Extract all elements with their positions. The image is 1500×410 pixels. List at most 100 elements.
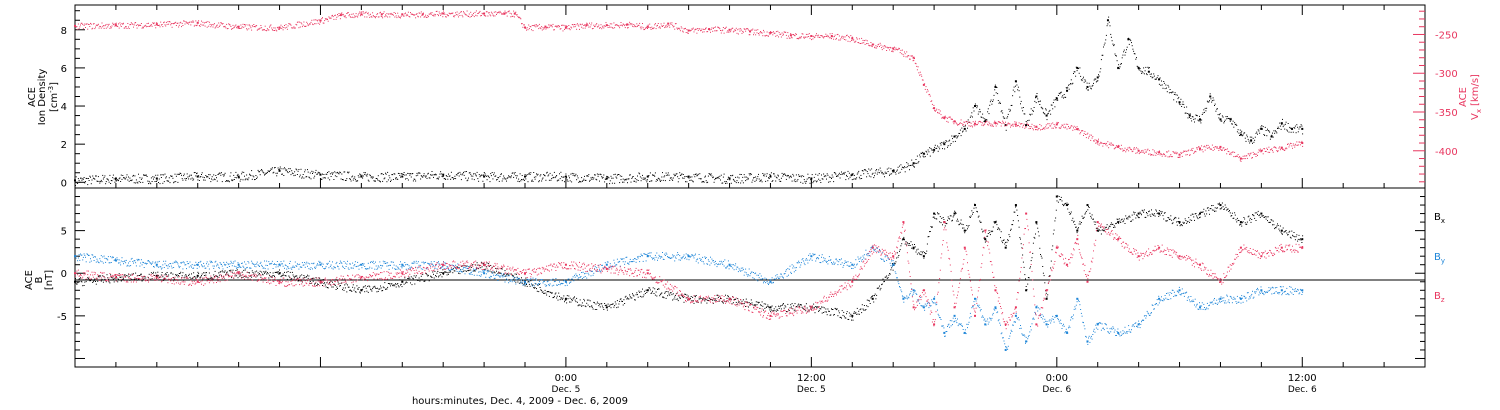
density-point: [237, 175, 240, 178]
bx-point: [1025, 289, 1028, 292]
by-point: [1137, 323, 1140, 326]
x-tick-time-2: 0:00: [1046, 373, 1068, 384]
bz-point: [810, 306, 813, 309]
bx-point: [1055, 195, 1058, 198]
density-point: [769, 175, 772, 178]
legend-bx: Bx: [1434, 212, 1445, 225]
vx-point: [339, 14, 342, 17]
bz-point: [871, 246, 874, 249]
legend-bz: Bz: [1434, 291, 1445, 304]
by-point: [984, 323, 987, 326]
bx-point: [1035, 221, 1038, 224]
x-axis-title: hours:minutes, Dec. 4, 2009 - Dec. 6, 20…: [412, 396, 628, 407]
bx-series-0: [74, 195, 1304, 321]
density-point: [1239, 133, 1242, 136]
density-point: [524, 175, 526, 178]
by-point: [1004, 348, 1007, 351]
density-point: [1188, 114, 1191, 117]
vx-point: [1014, 123, 1017, 126]
bx-point: [605, 306, 608, 309]
bx-point: [871, 297, 874, 300]
by-point: [1086, 340, 1089, 343]
vx-point: [912, 56, 915, 59]
vx-point: [810, 35, 813, 38]
bz-point: [483, 263, 486, 266]
vx-point: [1301, 142, 1304, 145]
density-point: [984, 120, 987, 123]
top-right-axis-label: ACE Vx[km/s]: [1458, 74, 1483, 120]
by-point: [1055, 314, 1058, 317]
bz-point: [1035, 323, 1038, 326]
axis-ticks: [74, 5, 1426, 367]
density-point: [953, 135, 956, 138]
vx-point: [646, 25, 649, 28]
x-tick-date-0: Dec. 5: [551, 385, 580, 395]
top-right-tick-1: -300: [1435, 69, 1458, 80]
bx-point: [994, 221, 997, 224]
top-panel-plot: [74, 10, 1304, 187]
by-point: [319, 263, 322, 266]
bx-point: [933, 212, 936, 215]
bz-point: [1239, 246, 1242, 249]
density-point: [1014, 80, 1017, 83]
bx-point: [1066, 204, 1069, 207]
density-point: [646, 175, 649, 178]
bx-point: [442, 272, 445, 275]
density-point: [1117, 66, 1120, 69]
top-left-tick-2: 4: [61, 102, 67, 113]
by-point: [237, 263, 240, 266]
bz-point: [1055, 246, 1058, 249]
by-point: [892, 263, 895, 266]
bx-point: [1280, 229, 1283, 232]
vx-point: [1035, 125, 1038, 128]
bx-point: [953, 212, 956, 215]
vx-point: [789, 34, 792, 37]
vx-point: [319, 19, 322, 22]
bx-point: [1014, 204, 1017, 207]
vx-point: [749, 30, 751, 33]
by-point: [605, 263, 608, 266]
bz-point: [196, 280, 199, 283]
vx-point: [708, 28, 711, 31]
bz-point: [360, 276, 363, 279]
top-left-label-line1: ACE: [27, 87, 38, 107]
bx-point: [1199, 212, 1201, 215]
density-point: [974, 105, 976, 108]
density-point: [892, 169, 895, 172]
bx-point: [984, 238, 987, 241]
by-point: [1096, 323, 1099, 326]
by-point: [1014, 314, 1017, 317]
bz-point: [892, 255, 895, 258]
legend-by: By: [1434, 252, 1445, 265]
bottom-panel-frame: [74, 187, 1426, 368]
top-left-tick-1: 2: [61, 140, 67, 151]
bx-point: [922, 255, 925, 258]
by-point: [922, 306, 925, 309]
bottom-label-line2: B: [34, 276, 45, 283]
bottom-panel-plot: [74, 195, 1304, 351]
bx-point: [1117, 221, 1120, 224]
bz-point: [1076, 238, 1079, 241]
vx-point: [513, 12, 516, 15]
by-point: [196, 263, 199, 266]
density-point: [1137, 66, 1140, 69]
density-point: [1250, 139, 1253, 142]
bx-point: [1045, 297, 1048, 300]
bz-point: [1014, 306, 1017, 309]
top-left-tick-3: 6: [61, 64, 67, 75]
density-point: [1301, 127, 1304, 130]
by-point: [1239, 297, 1242, 300]
bx-point: [912, 246, 915, 249]
bz-series-2: [74, 212, 1304, 330]
bz-point: [319, 280, 322, 283]
by-point: [943, 331, 946, 334]
density-point: [994, 85, 997, 88]
vx-point: [1096, 140, 1099, 143]
density-point: [1229, 118, 1232, 121]
by-point: [1035, 306, 1038, 309]
bottom-tick-2: -5: [57, 312, 67, 323]
density-series-0: [74, 16, 1304, 187]
top-left-tick-4: 8: [61, 26, 67, 37]
bx-point: [1137, 212, 1140, 215]
